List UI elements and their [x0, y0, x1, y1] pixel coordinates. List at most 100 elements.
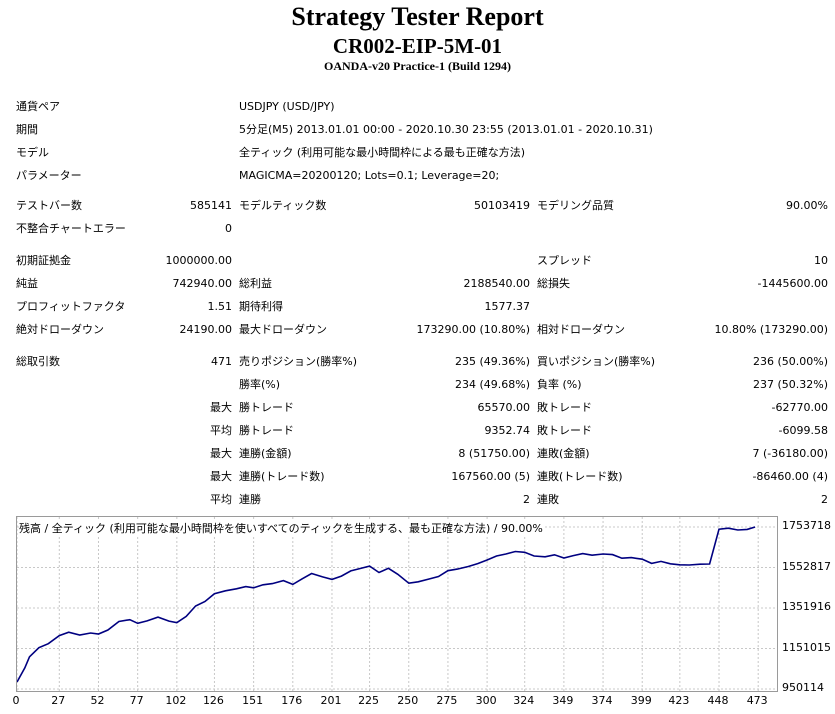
x-tick-label: 176 [281, 694, 303, 707]
win-rate-value: 234 (49.68%) [454, 378, 530, 391]
model-ticks-value: 50103419 [474, 199, 530, 212]
currency-pair-label: 通貨ペア [16, 100, 60, 113]
mismatch-value: 0 [225, 222, 232, 235]
period-value: 5分足(M5) 2013.01.01 00:00 - 2020.10.30 23… [239, 123, 653, 136]
model-value: 全ティック (利用可能な最小時間枠による最も正確な方法) [239, 146, 526, 159]
short-positions-value: 235 (49.36%) [454, 355, 530, 368]
expected-payoff-value: 1577.37 [484, 300, 531, 313]
largest-loss-value: -62770.00 [771, 401, 828, 414]
consec-wins-trades-label: 連勝(トレード数) [239, 470, 325, 483]
expected-payoff-label: 期待利得 [239, 300, 283, 313]
balance-chart [16, 516, 778, 692]
total-trades-value: 471 [211, 355, 232, 368]
largest-label-2: 最大 [210, 447, 232, 460]
largest-loss-label: 敗トレード [537, 401, 592, 414]
avg-loss-value: -6099.58 [778, 424, 828, 437]
gross-loss-label: 総損失 [537, 277, 570, 290]
server-name: OANDA-v20 Practice-1 (Build 1294) [324, 59, 511, 73]
long-positions-value: 236 (50.00%) [752, 355, 828, 368]
avg-consec-wins-label: 連勝 [239, 493, 261, 506]
y-tick-label: 950114 [782, 681, 824, 694]
report-subtitle: CR002-EIP-5M-01 [332, 34, 503, 58]
y-tick-label: 1552817 [782, 559, 831, 573]
initial-deposit-value: 1000000.00 [165, 254, 232, 267]
parameters-label: パラメーター [16, 169, 82, 182]
chart-title: 残高 / 全ティック (利用可能な最小時間枠を使いすべてのティックを生成する、最… [19, 520, 545, 536]
profit-factor-label: プロフィットファクタ [16, 300, 126, 313]
x-tick-label: 126 [202, 694, 224, 707]
initial-deposit-label: 初期証拠金 [16, 254, 71, 267]
spread-value: 10 [814, 254, 828, 267]
y-tick-label: 1753718 [782, 519, 831, 532]
report-title: Strategy Tester Report [291, 2, 544, 31]
avg-loss-label: 敗トレード [537, 424, 592, 437]
consec-wins-money-value: 8 (51750.00) [458, 447, 530, 460]
x-tick-label: 225 [358, 694, 380, 707]
rel-drawdown-label: 相対ドローダウン [537, 323, 625, 336]
max-drawdown-value: 173290.00 (10.80%) [416, 323, 530, 336]
x-tick-label: 0 [12, 694, 20, 707]
gross-profit-label: 総利益 [239, 277, 272, 290]
avg-win-value: 9352.74 [484, 424, 531, 437]
x-tick-label: 349 [552, 694, 574, 707]
balance-chart-svg [17, 517, 777, 691]
model-ticks-label: モデルティック数 [239, 199, 327, 212]
profit-factor-value: 1.51 [207, 300, 233, 313]
model-label: モデル [16, 146, 49, 159]
currency-pair-value: USDJPY (USD/JPY) [239, 100, 335, 113]
x-tick-label: 448 [707, 694, 729, 707]
consec-wins-money-label: 連勝(金額) [239, 447, 292, 460]
largest-label-3: 最大 [210, 470, 232, 483]
gross-loss-value: -1445600.00 [757, 277, 828, 290]
avg-consec-losses-label: 連敗 [537, 493, 559, 506]
x-tick-label: 27 [51, 694, 66, 707]
x-tick-label: 250 [397, 694, 419, 707]
parameters-value: MAGICMA=20200120; Lots=0.1; Leverage=20; [239, 169, 500, 182]
x-tick-label: 324 [513, 694, 535, 707]
consec-losses-trades-value: -86460.00 (4) [752, 470, 828, 483]
net-profit-value: 742940.00 [172, 277, 233, 290]
x-tick-label: 201 [320, 694, 342, 707]
largest-label: 最大 [210, 401, 232, 414]
x-tick-label: 423 [668, 694, 690, 707]
avg-win-label: 勝トレード [239, 424, 294, 437]
x-tick-label: 275 [436, 694, 458, 707]
y-tick-label: 1151015 [782, 640, 831, 654]
x-tick-label: 151 [242, 694, 264, 707]
x-tick-label: 52 [90, 694, 105, 707]
period-label: 期間 [16, 123, 38, 136]
x-tick-label: 374 [591, 694, 613, 707]
average-label-2: 平均 [210, 493, 232, 506]
x-tick-label: 473 [746, 694, 768, 707]
test-bars-value: 585141 [190, 199, 232, 212]
avg-consec-wins-value: 2 [523, 493, 530, 506]
abs-drawdown-label: 絶対ドローダウン [16, 323, 104, 336]
test-bars-label: テストバー数 [16, 199, 82, 212]
consec-losses-trades-label: 連敗(トレード数) [537, 470, 623, 483]
spread-label: スプレッド [537, 254, 592, 267]
abs-drawdown-value: 24190.00 [179, 323, 233, 336]
x-tick-label: 77 [129, 694, 144, 707]
avg-consec-losses-value: 2 [821, 493, 828, 506]
x-tick-label: 399 [630, 694, 652, 707]
loss-rate-label: 負率 (%) [537, 378, 582, 391]
consec-losses-money-label: 連敗(金額) [537, 447, 590, 460]
long-positions-label: 買いポジション(勝率%) [537, 355, 656, 368]
loss-rate-value: 237 (50.32%) [752, 378, 828, 391]
total-trades-label: 総取引数 [16, 355, 60, 368]
y-tick-label: 1351916 [782, 600, 831, 613]
model-quality-value: 90.00% [786, 199, 828, 212]
largest-win-label: 勝トレード [239, 401, 294, 414]
model-quality-label: モデリング品質 [537, 199, 614, 212]
consec-losses-money-value: 7 (-36180.00) [752, 447, 828, 460]
mismatch-label: 不整合チャートエラー [16, 222, 126, 235]
x-tick-label: 102 [165, 694, 187, 707]
consec-wins-trades-value: 167560.00 (5) [451, 470, 530, 483]
net-profit-label: 純益 [16, 277, 38, 290]
win-rate-label: 勝率(%) [239, 378, 281, 391]
rel-drawdown-value: 10.80% (173290.00) [714, 323, 828, 336]
average-label: 平均 [210, 424, 232, 437]
max-drawdown-label: 最大ドローダウン [239, 323, 327, 336]
balance-line [17, 526, 756, 683]
x-tick-label: 300 [475, 694, 497, 707]
